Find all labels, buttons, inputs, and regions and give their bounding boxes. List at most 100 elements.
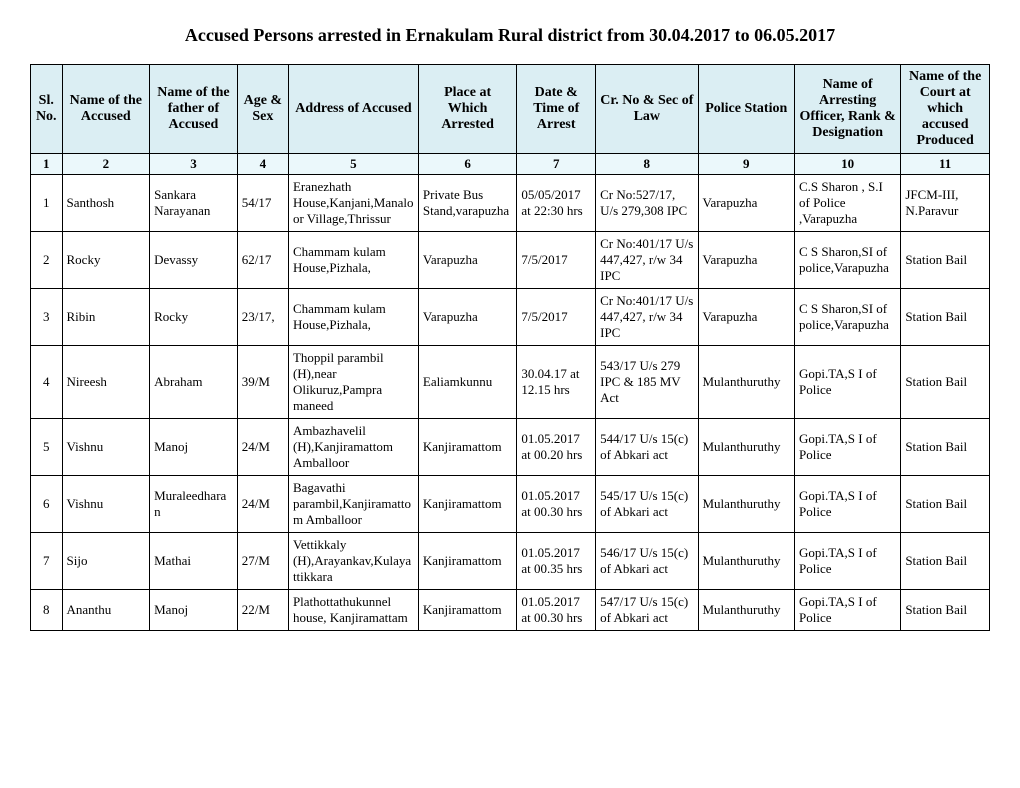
table-row: 7SijoMathai27/MVettikkaly (H),Arayankav,… <box>31 533 990 590</box>
cell-name: Rocky <box>62 232 150 289</box>
cell-addr: Plathottathukunnel house, Kanjiramattam <box>288 590 418 631</box>
cell-father: Sankara Narayanan <box>150 175 238 232</box>
table-row: 8AnanthuManoj22/MPlathottathukunnel hous… <box>31 590 990 631</box>
col-name: Name of the Accused <box>62 65 150 154</box>
coln-3: 3 <box>150 154 238 175</box>
cell-father: Abraham <box>150 346 238 419</box>
cell-sl: 6 <box>31 476 63 533</box>
cell-date: 7/5/2017 <box>517 289 596 346</box>
cell-sl: 7 <box>31 533 63 590</box>
cell-court: Station Bail <box>901 289 990 346</box>
cell-date: 05/05/2017 at 22:30 hrs <box>517 175 596 232</box>
header-row: Sl. No. Name of the Accused Name of the … <box>31 65 990 154</box>
cell-ps: Varapuzha <box>698 175 794 232</box>
cell-date: 01.05.2017 at 00.20 hrs <box>517 419 596 476</box>
cell-cr: Cr No:527/17, U/s 279,308 IPC <box>596 175 698 232</box>
coln-1: 1 <box>31 154 63 175</box>
cell-off: Gopi.TA,S I of Police <box>794 346 900 419</box>
cell-age: 27/M <box>237 533 288 590</box>
cell-court: Station Bail <box>901 533 990 590</box>
cell-place: Varapuzha <box>418 289 516 346</box>
coln-8: 8 <box>596 154 698 175</box>
cell-sl: 2 <box>31 232 63 289</box>
cell-off: C.S Sharon , S.I of Police ,Varapuzha <box>794 175 900 232</box>
cell-father: Rocky <box>150 289 238 346</box>
coln-11: 11 <box>901 154 990 175</box>
cell-ps: Varapuzha <box>698 232 794 289</box>
cell-sl: 3 <box>31 289 63 346</box>
cell-place: Kanjiramattom <box>418 419 516 476</box>
cell-ps: Varapuzha <box>698 289 794 346</box>
col-date: Date & Time of Arrest <box>517 65 596 154</box>
cell-age: 54/17 <box>237 175 288 232</box>
cell-place: Kanjiramattom <box>418 533 516 590</box>
cell-addr: Thoppil parambil (H),near Olikuruz,Pampr… <box>288 346 418 419</box>
coln-6: 6 <box>418 154 516 175</box>
cell-addr: Eranezhath House,Kanjani,Manaloor Villag… <box>288 175 418 232</box>
cell-date: 7/5/2017 <box>517 232 596 289</box>
cell-court: Station Bail <box>901 590 990 631</box>
col-age: Age & Sex <box>237 65 288 154</box>
cell-age: 24/M <box>237 476 288 533</box>
col-place: Place at Which Arrested <box>418 65 516 154</box>
cell-place: Kanjiramattom <box>418 590 516 631</box>
cell-date: 30.04.17 at 12.15 hrs <box>517 346 596 419</box>
cell-date: 01.05.2017 at 00.35 hrs <box>517 533 596 590</box>
cell-cr: 547/17 U/s 15(c) of Abkari act <box>596 590 698 631</box>
table-row: 1SanthoshSankara Narayanan54/17Eranezhat… <box>31 175 990 232</box>
cell-cr: Cr No:401/17 U/s 447,427, r/w 34 IPC <box>596 232 698 289</box>
cell-court: Station Bail <box>901 419 990 476</box>
cell-age: 24/M <box>237 419 288 476</box>
coln-10: 10 <box>794 154 900 175</box>
table-body: 1SanthoshSankara Narayanan54/17Eranezhat… <box>31 175 990 631</box>
coln-2: 2 <box>62 154 150 175</box>
cell-addr: Vettikkaly (H),Arayankav,Kulayattikkara <box>288 533 418 590</box>
cell-court: Station Bail <box>901 346 990 419</box>
col-sl: Sl. No. <box>31 65 63 154</box>
cell-father: Devassy <box>150 232 238 289</box>
cell-place: Ealiamkunnu <box>418 346 516 419</box>
col-ps: Police Station <box>698 65 794 154</box>
cell-father: Manoj <box>150 419 238 476</box>
cell-place: Private Bus Stand,varapuzha <box>418 175 516 232</box>
cell-cr: 545/17 U/s 15(c) of Abkari act <box>596 476 698 533</box>
cell-cr: Cr No:401/17 U/s 447,427, r/w 34 IPC <box>596 289 698 346</box>
cell-ps: Mulanthuruthy <box>698 533 794 590</box>
cell-off: Gopi.TA,S I of Police <box>794 590 900 631</box>
cell-name: Vishnu <box>62 476 150 533</box>
coln-5: 5 <box>288 154 418 175</box>
table-row: 5VishnuManoj24/MAmbazhavelil (H),Kanjira… <box>31 419 990 476</box>
header-number-row: 1 2 3 4 5 6 7 8 9 10 11 <box>31 154 990 175</box>
col-addr: Address of Accused <box>288 65 418 154</box>
table-row: 3RibinRocky23/17,Chammam kulam House,Piz… <box>31 289 990 346</box>
cell-cr: 544/17 U/s 15(c) of Abkari act <box>596 419 698 476</box>
cell-sl: 5 <box>31 419 63 476</box>
coln-7: 7 <box>517 154 596 175</box>
cell-name: Nireesh <box>62 346 150 419</box>
cell-off: Gopi.TA,S I of Police <box>794 419 900 476</box>
cell-ps: Mulanthuruthy <box>698 419 794 476</box>
cell-ps: Mulanthuruthy <box>698 346 794 419</box>
table-row: 4NireeshAbraham39/MThoppil parambil (H),… <box>31 346 990 419</box>
cell-court: Station Bail <box>901 476 990 533</box>
coln-4: 4 <box>237 154 288 175</box>
col-cr: Cr. No & Sec of Law <box>596 65 698 154</box>
col-off: Name of Arresting Officer, Rank & Design… <box>794 65 900 154</box>
cell-age: 22/M <box>237 590 288 631</box>
cell-date: 01.05.2017 at 00.30 hrs <box>517 476 596 533</box>
cell-father: Muraleedharan <box>150 476 238 533</box>
arrest-table: Sl. No. Name of the Accused Name of the … <box>30 64 990 631</box>
cell-cr: 543/17 U/s 279 IPC & 185 MV Act <box>596 346 698 419</box>
cell-off: Gopi.TA,S I of Police <box>794 476 900 533</box>
cell-sl: 1 <box>31 175 63 232</box>
cell-addr: Bagavathi parambil,Kanjiramattom Amballo… <box>288 476 418 533</box>
col-father: Name of the father of Accused <box>150 65 238 154</box>
cell-age: 23/17, <box>237 289 288 346</box>
cell-ps: Mulanthuruthy <box>698 590 794 631</box>
cell-addr: Chammam kulam House,Pizhala, <box>288 289 418 346</box>
cell-name: Vishnu <box>62 419 150 476</box>
cell-name: Ananthu <box>62 590 150 631</box>
cell-cr: 546/17 U/s 15(c) of Abkari act <box>596 533 698 590</box>
cell-off: C S Sharon,SI of police,Varapuzha <box>794 232 900 289</box>
cell-addr: Chammam kulam House,Pizhala, <box>288 232 418 289</box>
